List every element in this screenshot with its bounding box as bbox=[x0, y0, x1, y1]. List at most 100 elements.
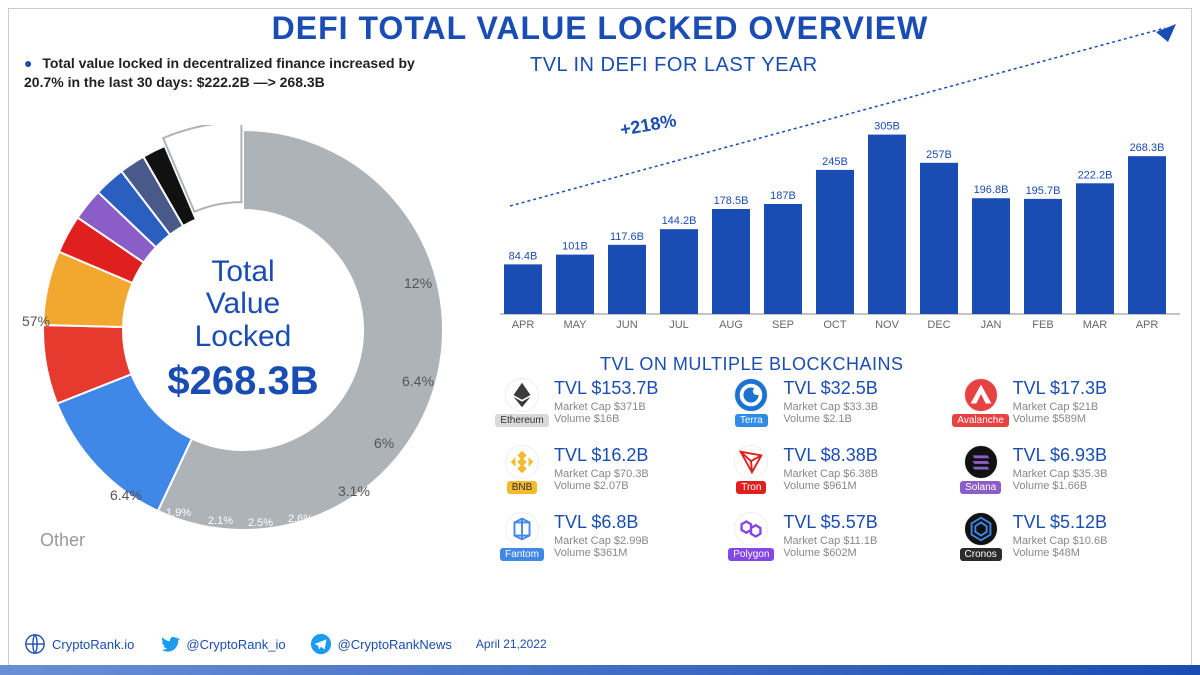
donut-center-l1: Total bbox=[211, 256, 274, 288]
chain-tvl: TVL $5.57B bbox=[783, 512, 877, 533]
chain-badge: Ethereum bbox=[495, 414, 548, 427]
chain-mc: Market Cap $371B bbox=[554, 401, 658, 413]
svg-text:268.3B: 268.3B bbox=[1130, 142, 1165, 154]
donut-slice-label: 6.4% bbox=[402, 373, 434, 389]
chain-icon-wrap: Tron bbox=[729, 445, 773, 494]
chain-avalanche: Avalanche TVL $17.3B Market Cap $21B Vol… bbox=[959, 378, 1180, 427]
telegram-icon bbox=[310, 633, 332, 655]
tron-icon bbox=[734, 445, 768, 479]
svg-text:NOV: NOV bbox=[875, 319, 900, 331]
chain-info: TVL $32.5B Market Cap $33.3B Volume $2.1… bbox=[783, 378, 878, 427]
chain-tvl: TVL $6.93B bbox=[1013, 445, 1108, 466]
chain-tvl: TVL $6.8B bbox=[554, 512, 649, 533]
chain-mc: Market Cap $6.38B bbox=[783, 468, 878, 480]
svg-text:101B: 101B bbox=[562, 241, 588, 253]
chain-fantom: Fantom TVL $6.8B Market Cap $2.99B Volum… bbox=[500, 512, 721, 561]
chain-vol: Volume $361M bbox=[554, 547, 649, 559]
donut-slice-label: 12% bbox=[404, 275, 432, 291]
donut-slice-label: 6.4% bbox=[110, 487, 142, 503]
chain-vol: Volume $2.1B bbox=[783, 413, 878, 425]
bnb-icon bbox=[505, 445, 539, 479]
chain-mc: Market Cap $21B bbox=[1013, 401, 1107, 413]
donut-slice-label: 2.6% bbox=[288, 513, 313, 525]
chain-cronos: Cronos TVL $5.12B Market Cap $10.6B Volu… bbox=[959, 512, 1180, 561]
chain-badge: Terra bbox=[735, 414, 768, 427]
svg-text:245B: 245B bbox=[822, 156, 848, 168]
svg-text:MAR: MAR bbox=[1083, 319, 1108, 331]
chains-grid: Ethereum TVL $153.7B Market Cap $371B Vo… bbox=[500, 378, 1180, 561]
svg-text:144.2B: 144.2B bbox=[662, 215, 697, 227]
chain-tron: Tron TVL $8.38B Market Cap $6.38B Volume… bbox=[729, 445, 950, 494]
globe-icon bbox=[24, 633, 46, 655]
svg-text:AUG: AUG bbox=[719, 319, 743, 331]
donut-slice-label: 2.1% bbox=[208, 515, 233, 527]
chain-tvl: TVL $5.12B bbox=[1013, 512, 1108, 533]
chain-vol: Volume $1.66B bbox=[1013, 480, 1108, 492]
svg-text:222.2B: 222.2B bbox=[1078, 169, 1113, 181]
chain-icon-wrap: Cronos bbox=[959, 512, 1003, 561]
chain-info: TVL $153.7B Market Cap $371B Volume $16B bbox=[554, 378, 658, 427]
chain-badge: Solana bbox=[960, 481, 1001, 494]
chain-mc: Market Cap $2.99B bbox=[554, 535, 649, 547]
svg-text:178.5B: 178.5B bbox=[714, 195, 749, 207]
fantom-icon bbox=[505, 512, 539, 546]
chain-icon-wrap: Polygon bbox=[729, 512, 773, 561]
footer: CryptoRank.io @CryptoRank_io @CryptoRank… bbox=[24, 633, 547, 655]
multi-title: TVL ON MULTIPLE BLOCKCHAINS bbox=[600, 354, 904, 375]
bar-chart: 84.4BAPR101BMAY117.6BJUN144.2BJUL178.5BA… bbox=[500, 76, 1180, 336]
solana-icon bbox=[964, 445, 998, 479]
chain-vol: Volume $589M bbox=[1013, 413, 1107, 425]
svg-text:257B: 257B bbox=[926, 149, 952, 161]
polygon-icon bbox=[734, 512, 768, 546]
chain-tvl: TVL $8.38B bbox=[783, 445, 878, 466]
chain-icon-wrap: Solana bbox=[959, 445, 1003, 494]
chain-badge: Fantom bbox=[500, 548, 544, 561]
chain-info: TVL $16.2B Market Cap $70.3B Volume $2.0… bbox=[554, 445, 649, 494]
chain-icon-wrap: Avalanche bbox=[959, 378, 1003, 427]
chain-badge: Cronos bbox=[960, 548, 1002, 561]
other-label: Other bbox=[40, 530, 85, 551]
svg-text:MAY: MAY bbox=[563, 319, 587, 331]
ethereum-icon bbox=[505, 378, 539, 412]
svg-text:APR: APR bbox=[1136, 319, 1159, 331]
donut-center-l3: Locked bbox=[195, 321, 292, 353]
svg-text:JUL: JUL bbox=[669, 319, 689, 331]
chain-badge: BNB bbox=[507, 481, 538, 494]
svg-text:SEP: SEP bbox=[772, 319, 794, 331]
chain-icon-wrap: Fantom bbox=[500, 512, 544, 561]
chain-tvl: TVL $17.3B bbox=[1013, 378, 1107, 399]
bullet-icon: ● bbox=[24, 55, 32, 71]
chain-tvl: TVL $32.5B bbox=[783, 378, 878, 399]
terra-icon bbox=[734, 378, 768, 412]
chain-badge: Polygon bbox=[728, 548, 774, 561]
svg-text:117.6B: 117.6B bbox=[610, 231, 644, 243]
chain-vol: Volume $2.07B bbox=[554, 480, 649, 492]
donut-slice-label: 57% bbox=[22, 313, 50, 329]
chain-mc: Market Cap $11.1B bbox=[783, 535, 877, 547]
chain-mc: Market Cap $70.3B bbox=[554, 468, 649, 480]
subtitle: ● Total value locked in decentralized fi… bbox=[24, 54, 444, 92]
chain-icon-wrap: BNB bbox=[500, 445, 544, 494]
donut-slice-label: 3.1% bbox=[338, 483, 370, 499]
svg-text:OCT: OCT bbox=[823, 319, 847, 331]
footer-date: April 21,2022 bbox=[476, 637, 547, 651]
chain-info: TVL $5.57B Market Cap $11.1B Volume $602… bbox=[783, 512, 877, 561]
chain-info: TVL $5.12B Market Cap $10.6B Volume $48M bbox=[1013, 512, 1108, 561]
chain-mc: Market Cap $35.3B bbox=[1013, 468, 1108, 480]
chain-vol: Volume $602M bbox=[783, 547, 877, 559]
chain-vol: Volume $961M bbox=[783, 480, 878, 492]
footer-telegram: @CryptoRankNews bbox=[310, 633, 452, 655]
chain-solana: Solana TVL $6.93B Market Cap $35.3B Volu… bbox=[959, 445, 1180, 494]
cronos-icon bbox=[964, 512, 998, 546]
svg-text:JAN: JAN bbox=[981, 319, 1002, 331]
donut-slice-label: 1.9% bbox=[166, 507, 191, 519]
chain-info: TVL $8.38B Market Cap $6.38B Volume $961… bbox=[783, 445, 878, 494]
svg-text:195.7B: 195.7B bbox=[1026, 185, 1061, 197]
svg-text:84.4B: 84.4B bbox=[509, 250, 538, 262]
chain-tvl: TVL $16.2B bbox=[554, 445, 649, 466]
chain-vol: Volume $16B bbox=[554, 413, 658, 425]
donut-slice-label: 2.5% bbox=[248, 517, 273, 529]
chain-vol: Volume $48M bbox=[1013, 547, 1108, 559]
barchart-title: TVL IN DEFI FOR LAST YEAR bbox=[530, 54, 818, 77]
svg-text:305B: 305B bbox=[874, 121, 900, 133]
